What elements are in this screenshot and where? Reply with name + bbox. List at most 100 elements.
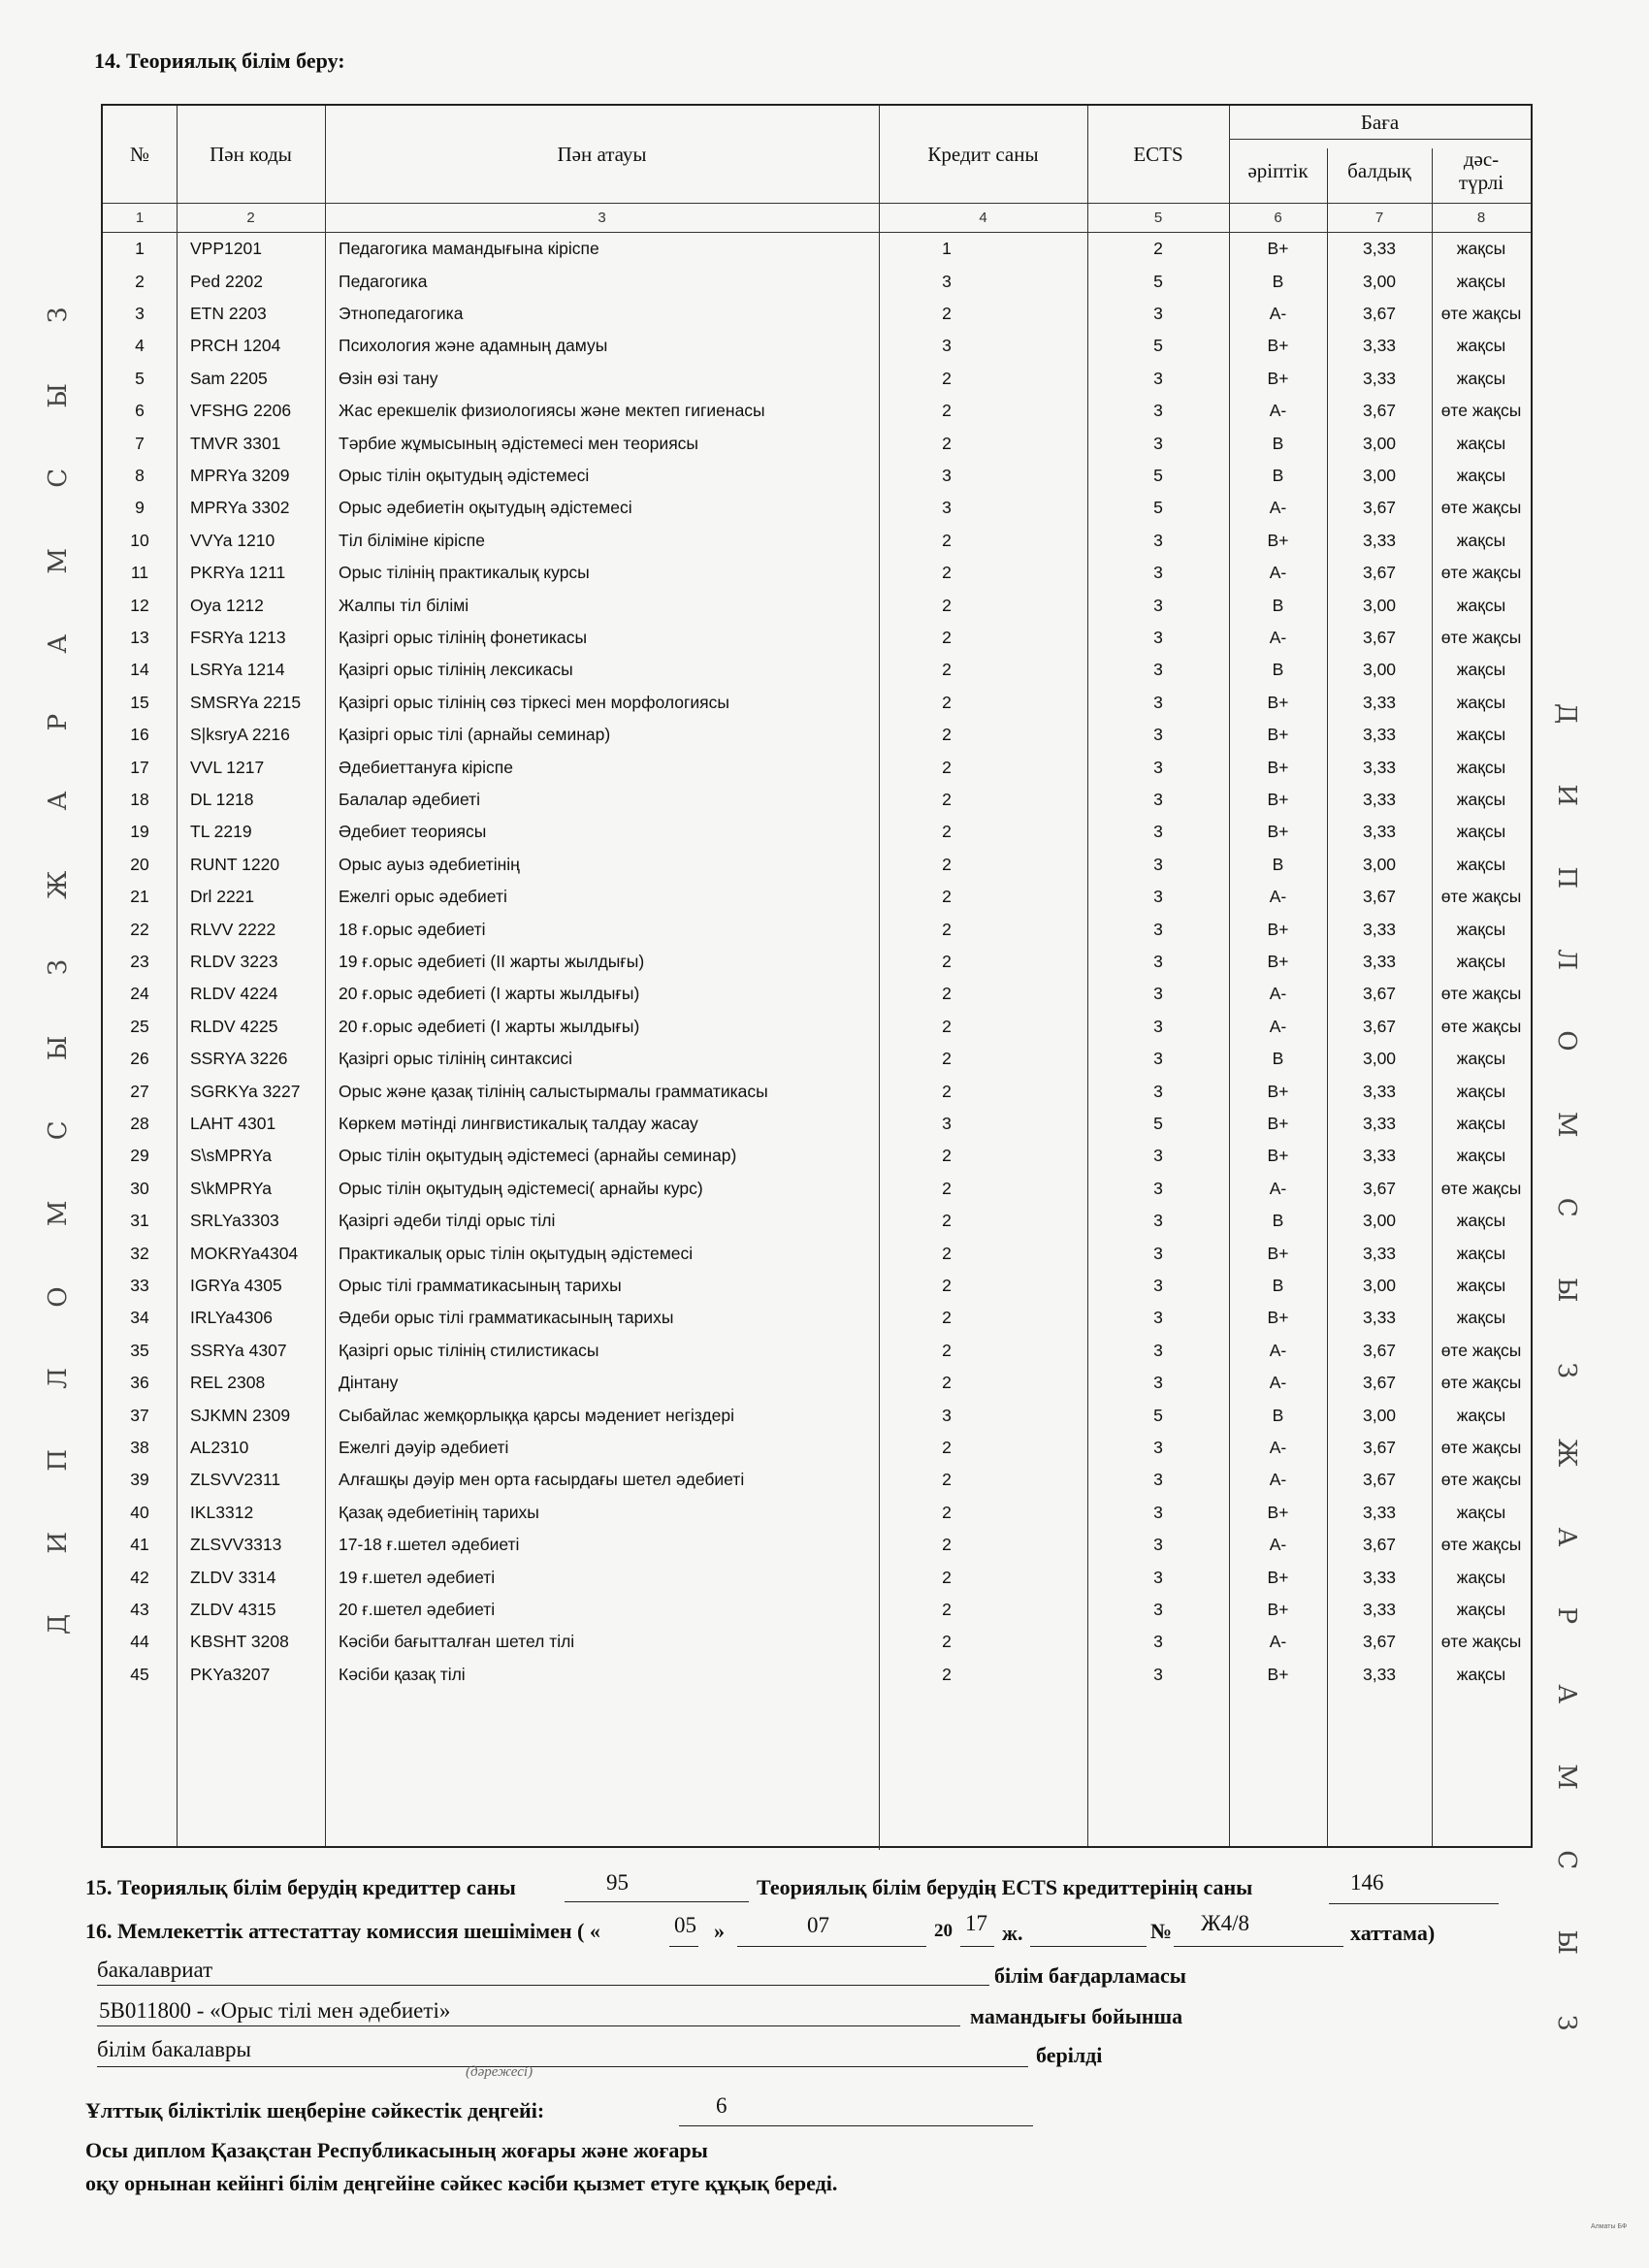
digital-grade: 3,67: [1362, 1535, 1397, 1555]
credits: 2: [942, 1373, 952, 1393]
table-row: 43 ZLDV 4315 20 ғ.шетел әдебиеті 2 3 B+ 3,33 жа…: [103, 1594, 1531, 1626]
digital-grade: 3,33: [1362, 757, 1397, 777]
letter-grade: A-: [1269, 563, 1287, 583]
table-row: 37 SJKMN 2309 Сыбайлас жемқорлыққа қарсы м…: [103, 1399, 1531, 1431]
table-row: 12 Oya 1212 Жалпы тіл білімі 2 3 B 3,00 жақсы: [103, 589, 1531, 621]
row-no: 27: [130, 1081, 149, 1101]
course-name: Этнопедагогика: [339, 303, 464, 323]
course-name: Орыс тілін оқытудың әдістемесі: [339, 465, 590, 485]
ects: 3: [1153, 1308, 1163, 1328]
ects: 3: [1153, 887, 1163, 907]
table-row: 17 VVL 1217 Әдебиеттануға кіріспе 2 3 B+ 3,33 ж…: [103, 751, 1531, 783]
credits: 2: [942, 822, 952, 842]
course-code: ZLSVV2311: [190, 1470, 281, 1490]
course-code: IKL3312: [190, 1502, 254, 1522]
course-name: Орыс тілін оқытудың әдістемесі( арнайы к…: [339, 1178, 703, 1198]
row-no: 36: [130, 1373, 149, 1393]
grades-table: № Пән коды Пән атауы Кредит саны ECTS Ба…: [101, 104, 1533, 1850]
letter-grade: B: [1272, 595, 1284, 615]
header-no: №: [129, 142, 150, 166]
traditional-grade: жақсы: [1456, 919, 1506, 939]
ects: 3: [1153, 919, 1163, 939]
letter-grade: B+: [1267, 822, 1289, 842]
commission-label: 16. Мемлекеттік аттестаттау комиссия шеш…: [85, 1919, 600, 1943]
course-code: PRCH 1204: [190, 336, 281, 356]
course-name: 17-18 ғ.шетел әдебиеті: [339, 1535, 520, 1555]
row-no: 33: [130, 1275, 149, 1295]
header-ects: ECTS: [1133, 142, 1183, 166]
traditional-grade: жақсы: [1456, 1081, 1506, 1101]
letter-grade: B: [1272, 1275, 1284, 1295]
table-row: 19 TL 2219 Әдебиет теориясы 2 3 B+ 3,33 жақсы: [103, 816, 1531, 848]
digital-grade: 3,67: [1362, 303, 1397, 323]
ects: 3: [1153, 1437, 1163, 1457]
course-code: IGRYa 4305: [190, 1275, 282, 1295]
column-number: 3: [598, 209, 606, 226]
table-row: 9 MPRYa 3302 Орыс әдебиетін оқытудың әдіст…: [103, 492, 1531, 524]
column-number: 2: [246, 209, 255, 226]
table-row: 41 ZLSVV3313 17-18 ғ.шетел әдебиеті 2 3 A- 3,6…: [103, 1529, 1531, 1561]
protocol-number: Ж4/8: [1201, 1911, 1249, 1935]
digital-grade: 3,00: [1362, 1211, 1397, 1231]
digital-grade: 3,67: [1362, 563, 1397, 583]
letter-grade: B+: [1267, 239, 1289, 259]
row-no: 30: [130, 1178, 149, 1198]
ects: 3: [1153, 368, 1163, 388]
row-no: 5: [135, 368, 145, 388]
credits: 2: [942, 563, 952, 583]
digital-grade: 3,33: [1362, 530, 1397, 550]
credits: 2: [942, 1599, 952, 1619]
table-row: 22 RLVV 2222 18 ғ.орыс әдебиеті 2 3 B+ 3,33 жақ…: [103, 913, 1531, 945]
ects: 3: [1153, 1049, 1163, 1069]
row-no: 44: [130, 1632, 149, 1652]
row-no: 39: [130, 1470, 149, 1490]
row-no: 11: [130, 563, 149, 583]
day-close-quote: »: [714, 1919, 725, 1943]
course-code: LSRYa 1214: [190, 660, 285, 680]
row-no: 42: [130, 1567, 149, 1587]
table-row: 18 DL 1218 Балалар әдебиеті 2 3 B+ 3,33 жақсы: [103, 784, 1531, 816]
credits: 2: [942, 1308, 952, 1328]
course-code: S\kMPRYa: [190, 1178, 272, 1198]
digital-grade: 3,67: [1362, 498, 1397, 518]
traditional-grade: өте жақсы: [1440, 1016, 1522, 1036]
course-code: Oya 1212: [190, 595, 264, 615]
credits: 2: [942, 1146, 952, 1166]
ects-label: Теориялық білім берудің ECTS кредиттерін…: [757, 1875, 1253, 1899]
table-row: 6 VFSHG 2206 Жас ерекшелік физиологиясы жә…: [103, 395, 1531, 427]
digital-grade: 3,00: [1362, 465, 1397, 485]
letter-grade: B+: [1267, 1599, 1289, 1619]
course-code: SGRKYa 3227: [190, 1081, 301, 1101]
row-no: 18: [130, 789, 149, 809]
letter-grade: B: [1272, 1049, 1284, 1069]
letter-grade: B: [1272, 271, 1284, 291]
table-row: 25 RLDV 4225 20 ғ.орыс әдебиеті (I жарты ж…: [103, 1011, 1531, 1043]
letter-grade: B: [1272, 1211, 1284, 1231]
letter-grade: A-: [1269, 984, 1287, 1004]
row-no: 43: [130, 1599, 149, 1619]
course-name: Кәсіби қазақ тілі: [339, 1664, 466, 1684]
digital-grade: 3,67: [1362, 887, 1397, 907]
year-prefix: 20: [934, 1921, 953, 1941]
credits: 2: [942, 1535, 952, 1555]
column-number: 4: [979, 209, 987, 226]
row-no: 19: [130, 822, 149, 842]
course-code: RLDV 3223: [190, 951, 278, 971]
credits: 2: [942, 757, 952, 777]
traditional-grade: жақсы: [1456, 789, 1506, 809]
ects-value: 146: [1350, 1870, 1384, 1895]
table-row: 23 RLDV 3223 19 ғ.орыс әдебиеті (II жарты …: [103, 946, 1531, 978]
specialty-value: 5B011800 - «Орыс тілі мен әдебиеті»: [99, 1998, 451, 2023]
row-no: 10: [130, 530, 149, 550]
column-number: 6: [1274, 209, 1282, 226]
letter-grade: B: [1272, 660, 1284, 680]
protocol-year: 17: [965, 1911, 987, 1935]
credits: 2: [942, 433, 952, 453]
row-no: 9: [135, 498, 145, 518]
credits: 2: [942, 1016, 952, 1036]
digital-grade: 3,67: [1362, 1632, 1397, 1652]
digital-grade: 3,67: [1362, 1470, 1397, 1490]
letter-grade: B+: [1267, 336, 1289, 356]
credits: 2: [942, 660, 952, 680]
table-row: 8 MPRYa 3209 Орыс тілін оқытудың әдістемес…: [103, 460, 1531, 492]
